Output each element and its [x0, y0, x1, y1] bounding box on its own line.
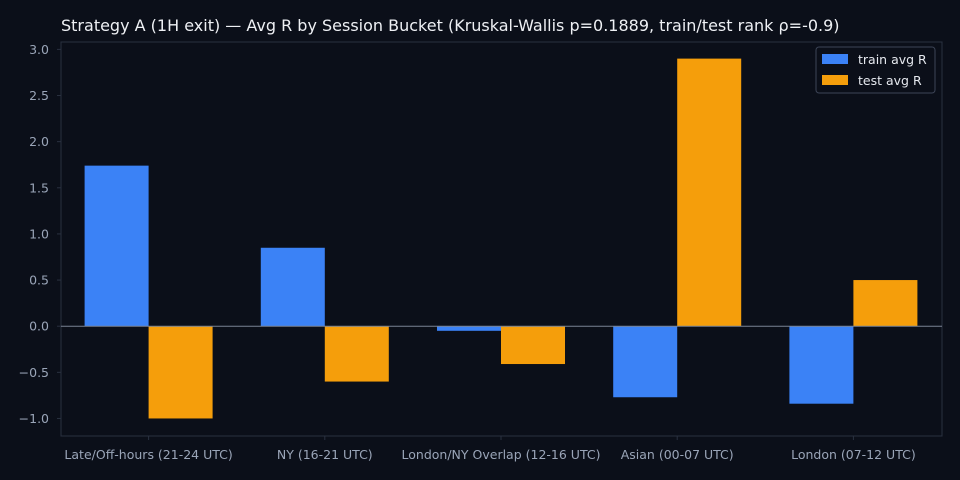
bar-test-4 [853, 280, 918, 327]
bar-test-2 [501, 326, 565, 365]
legend: train avg R test avg R [815, 46, 936, 94]
y-tick-label: 0.5 [29, 273, 49, 288]
x-tick-label: Late/Off-hours (21-24 UTC) [64, 447, 232, 462]
y-tick-label: −1.0 [19, 411, 49, 426]
x-axis: Late/Off-hours (21-24 UTC) NY (16-21 UTC)… [64, 436, 916, 462]
y-tick-label: 2.0 [29, 134, 49, 149]
bar-train-1 [260, 247, 325, 327]
bar-train-0 [84, 165, 149, 327]
legend-label-test: test avg R [858, 73, 922, 88]
bar-train-2 [437, 326, 501, 331]
bar-test-0 [148, 326, 213, 419]
y-tick-label: 3.0 [29, 42, 49, 57]
bar-train-3 [613, 326, 678, 398]
x-tick-label: London/NY Overlap (12-16 UTC) [402, 447, 601, 462]
x-tick-label: London (07-12 UTC) [791, 447, 916, 462]
bar-train-4 [789, 326, 854, 404]
x-tick-label: Asian (00-07 UTC) [621, 447, 734, 462]
chart-title: Strategy A (1H exit) — Avg R by Session … [61, 16, 840, 35]
y-tick-label: −0.5 [19, 365, 49, 380]
bar-test-1 [324, 326, 389, 382]
legend-swatch-train [822, 54, 848, 64]
x-tick-label: NY (16-21 UTC) [277, 447, 373, 462]
y-axis: −1.0 −0.5 0.0 0.5 1.0 1.5 2.0 2.5 3.0 [19, 42, 61, 426]
y-tick-label: 1.5 [29, 180, 49, 195]
y-tick-label: 2.5 [29, 88, 49, 103]
bars [84, 58, 918, 419]
legend-swatch-test [822, 75, 848, 85]
y-tick-label: 0.0 [29, 319, 49, 334]
legend-label-train: train avg R [858, 52, 927, 67]
bar-test-3 [677, 58, 742, 327]
y-tick-label: 1.0 [29, 226, 49, 241]
